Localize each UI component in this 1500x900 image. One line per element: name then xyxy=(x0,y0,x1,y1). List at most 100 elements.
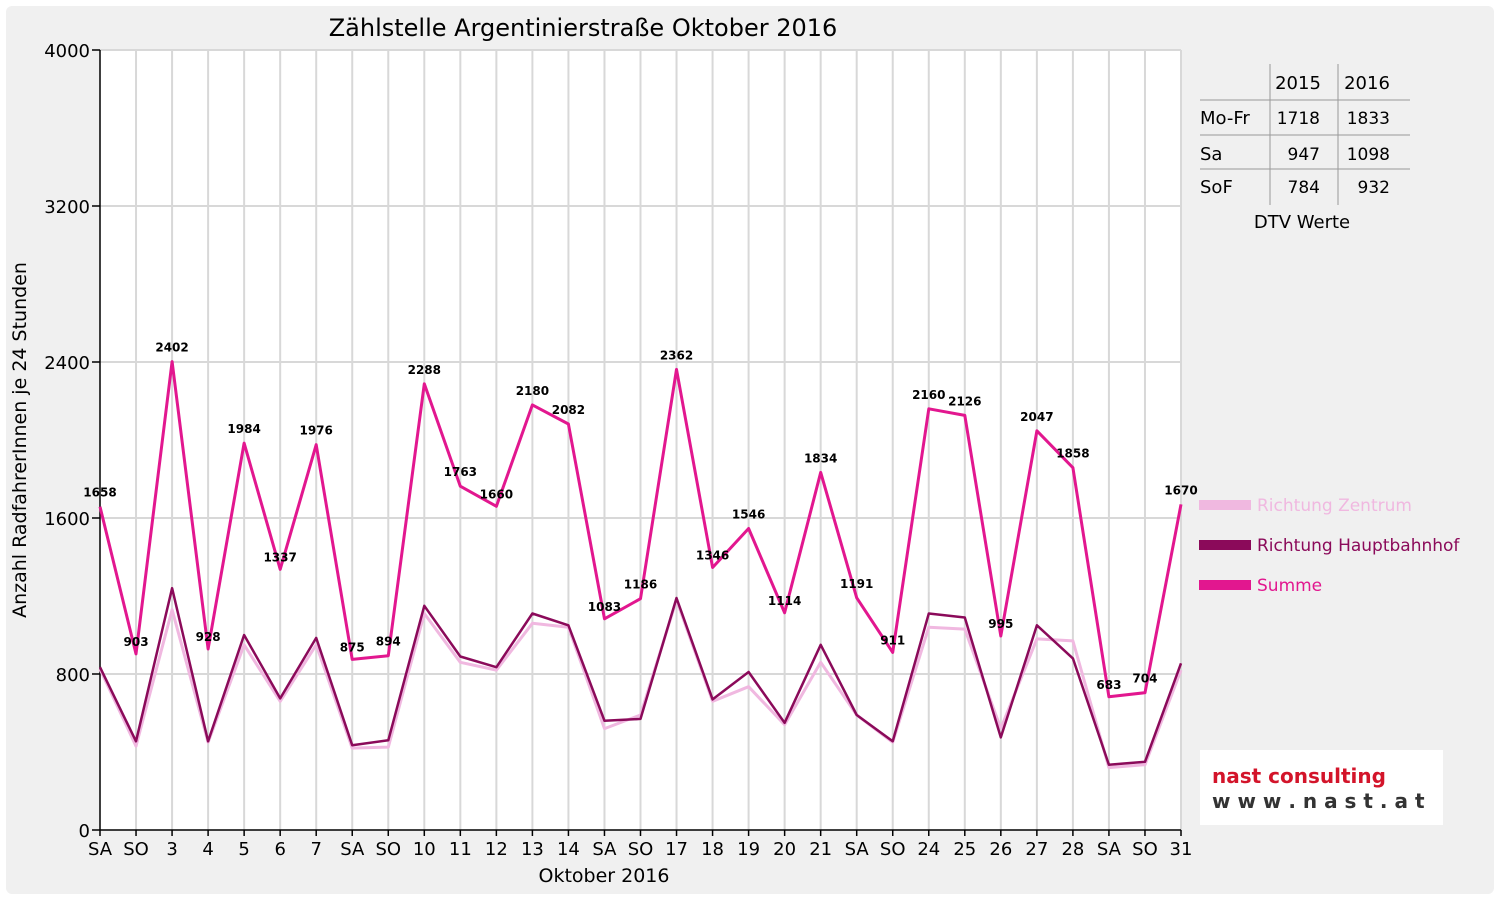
dtv-cell: 784 xyxy=(1288,178,1320,198)
x-tick-label: SA xyxy=(845,839,870,860)
x-tick-label: 28 xyxy=(1061,839,1084,860)
x-tick-label: SA xyxy=(592,839,617,860)
x-tick-label: 18 xyxy=(701,839,724,860)
data-label: 1186 xyxy=(624,578,657,592)
x-tick-label: 24 xyxy=(917,839,940,860)
data-label: 1337 xyxy=(263,550,296,564)
data-label: 2047 xyxy=(1020,410,1053,424)
data-label: 928 xyxy=(196,630,221,644)
dtv-table: 2015 2016 Mo-Fr 1718 1833 Sa 947 1098 So… xyxy=(1200,64,1410,233)
x-tick-label: 20 xyxy=(773,839,796,860)
data-label: 1834 xyxy=(804,451,837,465)
data-label: 875 xyxy=(340,640,365,654)
x-tick-label: SO xyxy=(628,839,654,860)
legend-swatch-summe xyxy=(1199,580,1251,590)
data-label: 2362 xyxy=(660,348,693,362)
dtv-cell: 1833 xyxy=(1347,109,1390,129)
data-label: 2288 xyxy=(408,363,441,377)
logo-text-url: w w w . n a s t . a t xyxy=(1212,789,1425,813)
data-label: 1670 xyxy=(1164,483,1197,497)
data-label: 1984 xyxy=(227,422,260,436)
x-tick-label: SA xyxy=(88,839,113,860)
x-tick-label: 17 xyxy=(665,839,688,860)
x-tick-label: 5 xyxy=(238,839,249,860)
legend-swatch-hauptbahnhof xyxy=(1199,540,1251,550)
logo-text-brand: nast consulting xyxy=(1212,764,1386,788)
x-tick-label: SO xyxy=(375,839,401,860)
data-labels: 1658 903 2402 928 1984 1337 1976 875 894 2288 1763… xyxy=(83,341,1197,692)
x-tick-label: 10 xyxy=(413,839,436,860)
series-line-2 xyxy=(98,586,1183,766)
legend-label-summe: Summe xyxy=(1257,576,1322,596)
dtv-row-label: Sa xyxy=(1200,144,1222,165)
legend-swatch-zentrum xyxy=(1199,500,1251,510)
y-tick-label: 800 xyxy=(56,665,90,686)
data-label: 704 xyxy=(1132,672,1157,686)
data-label: 894 xyxy=(376,635,401,649)
dtv-row-label: SoF xyxy=(1200,177,1233,198)
x-tick-label: 26 xyxy=(989,839,1012,860)
y-axis-title: Anzahl RadfahrerInnen je 24 Stunden xyxy=(9,262,31,618)
dtv-cell: 932 xyxy=(1358,178,1390,198)
legend-label-hauptbahnhof: Richtung Hauptbahnhof xyxy=(1257,536,1460,556)
data-label: 1083 xyxy=(588,600,621,614)
data-label: 1191 xyxy=(840,577,873,591)
x-tick-label: SO xyxy=(880,839,906,860)
nast-consulting-logo: nast consulting w w w . n a s t . a t xyxy=(1200,750,1443,825)
dtv-row-label: Mo-Fr xyxy=(1200,108,1250,129)
data-label: 683 xyxy=(1096,678,1121,692)
y-tick-label: 0 xyxy=(79,821,90,842)
x-tick-label: 21 xyxy=(809,839,832,860)
data-label: 2180 xyxy=(516,384,549,398)
x-tick-label: 27 xyxy=(1025,839,1048,860)
x-tick-label: 31 xyxy=(1170,839,1193,860)
data-label: 1658 xyxy=(83,486,116,500)
chart-title: Zählstelle Argentinierstraße Oktober 201… xyxy=(329,14,838,42)
x-tick-label: 12 xyxy=(485,839,508,860)
dtv-cell: 947 xyxy=(1288,145,1320,165)
data-label: 1660 xyxy=(480,487,513,501)
data-label: 1858 xyxy=(1056,447,1089,461)
data-label: 1346 xyxy=(696,549,729,563)
y-tick-label: 3200 xyxy=(44,197,90,218)
x-tick-label: 6 xyxy=(274,839,285,860)
x-tick-label: 4 xyxy=(202,839,213,860)
data-label: 1114 xyxy=(768,594,801,608)
x-tick-label: 19 xyxy=(737,839,760,860)
data-label: 911 xyxy=(880,633,905,647)
x-tick-label: 3 xyxy=(166,839,177,860)
data-label: 995 xyxy=(988,617,1013,631)
x-tick-label: SA xyxy=(340,839,365,860)
series-line-3 xyxy=(98,360,1183,699)
dtv-cell: 1098 xyxy=(1347,145,1390,165)
dtv-table-title: DTV Werte xyxy=(1254,212,1350,233)
x-tick-label: SO xyxy=(123,839,149,860)
axes: 0 800 1600 2400 3200 4000 SA SO 3 4 5 6 7 SA SO 10 11 12 1… xyxy=(44,41,1192,860)
x-tick-label: 14 xyxy=(557,839,580,860)
data-label: 1976 xyxy=(299,424,332,438)
x-tick-label: 13 xyxy=(521,839,544,860)
dtv-cell: 1718 xyxy=(1277,109,1320,129)
x-tick-label: 25 xyxy=(953,839,976,860)
y-tick-label: 2400 xyxy=(44,353,90,374)
x-tick-label: 11 xyxy=(449,839,472,860)
x-tick-label: SA xyxy=(1097,839,1122,860)
y-tick-label: 4000 xyxy=(44,41,90,62)
data-label: 2402 xyxy=(155,341,188,355)
x-axis-title: Oktober 2016 xyxy=(539,865,670,887)
legend-label-zentrum: Richtung Zentrum xyxy=(1257,496,1412,516)
data-label: 1763 xyxy=(444,465,477,479)
data-label: 903 xyxy=(124,635,149,649)
dtv-header-2016: 2016 xyxy=(1344,73,1390,94)
series-lines xyxy=(98,360,1183,770)
x-tick-label: SO xyxy=(1132,839,1158,860)
x-tick-label: 7 xyxy=(310,839,321,860)
data-label: 2126 xyxy=(948,394,981,408)
dtv-header-2015: 2015 xyxy=(1275,73,1321,94)
data-label: 2160 xyxy=(912,388,945,402)
y-tick-label: 1600 xyxy=(44,509,90,530)
data-label: 1546 xyxy=(732,508,765,522)
legend: Richtung Zentrum Richtung Hauptbahnhof S… xyxy=(1199,496,1460,596)
data-label: 2082 xyxy=(552,403,585,417)
